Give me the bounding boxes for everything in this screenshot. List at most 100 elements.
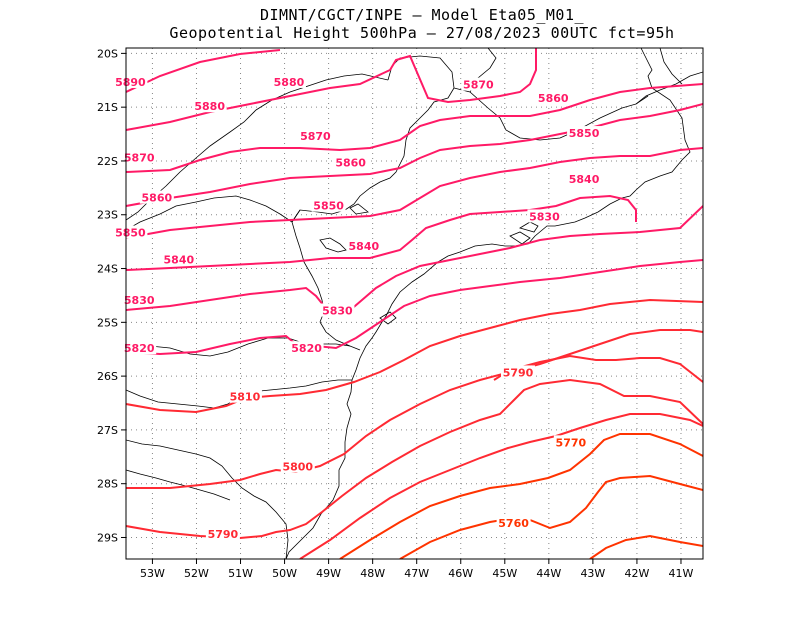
x-tick-label: 47W xyxy=(404,567,429,580)
x-tick-label: 44W xyxy=(536,567,561,580)
contour-label-bg xyxy=(527,209,562,223)
y-tick-label: 22S xyxy=(97,155,118,168)
contour-label-bg xyxy=(496,516,531,530)
x-axis: 53W 52W 51W 50W 49W 48W 47W 46W 45W 44W 43W 42W 41W xyxy=(140,559,694,580)
contour-5840 xyxy=(126,194,637,271)
contour-labels: 5890 5880 5880 5870 5860 5870 5850 5870 5860 5840… xyxy=(113,74,602,541)
contour-label: 5820 xyxy=(124,342,155,355)
island-feature xyxy=(509,231,531,245)
contour-label: 5880 xyxy=(274,76,305,89)
contour-label-bg xyxy=(320,303,355,317)
contour-label-bg xyxy=(280,459,315,473)
river xyxy=(519,221,539,233)
x-tick-label: 41W xyxy=(669,567,694,580)
contour-label: 5870 xyxy=(300,130,331,143)
contour-label-bg xyxy=(536,91,571,105)
contour-5880 xyxy=(126,48,537,131)
plot-frame xyxy=(125,47,704,560)
y-tick-label: 26S xyxy=(97,370,118,383)
coastline xyxy=(285,48,691,559)
contour-label-bg xyxy=(567,126,602,140)
contour-label-bg xyxy=(122,150,157,164)
y-tick-label: 28S xyxy=(97,478,118,491)
contour-5830 xyxy=(126,205,703,313)
contour-label: 5790 xyxy=(503,366,534,379)
contour-5860 xyxy=(126,103,703,207)
contour-label: 5830 xyxy=(322,305,353,318)
contour-5790 xyxy=(126,378,703,540)
x-tick-label: 46W xyxy=(448,567,473,580)
x-tick-label: 52W xyxy=(184,567,209,580)
contour-label-bg xyxy=(346,239,381,253)
river xyxy=(319,237,347,253)
y-tick-label: 21S xyxy=(97,101,118,114)
island-feature xyxy=(349,203,369,215)
contour-label-bg xyxy=(192,99,227,113)
x-tick-label: 42W xyxy=(624,567,649,580)
y-tick-label: 27S xyxy=(97,424,118,437)
contour-label: 5870 xyxy=(463,79,494,92)
contour-5780 xyxy=(299,413,703,559)
contour-label: 5840 xyxy=(164,253,195,266)
contour-label: 5850 xyxy=(313,200,344,213)
contour-label: 5810 xyxy=(230,391,261,404)
x-tick-label: 45W xyxy=(492,567,517,580)
contour-label-bg xyxy=(161,252,196,266)
contour-5750 xyxy=(589,534,703,559)
contour-label-bg xyxy=(227,389,262,403)
contour-label: 5800 xyxy=(282,461,313,474)
x-tick-label: 43W xyxy=(580,567,605,580)
contour-label-bg xyxy=(311,198,346,212)
contour-5850 xyxy=(126,147,703,239)
state-border xyxy=(126,469,231,501)
contour-label-bg xyxy=(501,365,536,379)
contour-label-bg xyxy=(271,74,306,88)
contour-label-bg xyxy=(122,292,157,306)
x-tick-label: 50W xyxy=(272,567,297,580)
contour-label: 5850 xyxy=(115,227,146,240)
contour-label-bg xyxy=(461,77,496,91)
y-tick-label: 20S xyxy=(97,47,118,60)
contour-label: 5830 xyxy=(124,294,155,307)
x-tick-label: 49W xyxy=(316,567,341,580)
contour-label-bg xyxy=(122,341,157,355)
state-border xyxy=(291,55,455,323)
contour-5890 xyxy=(126,49,281,93)
contour-label-bg xyxy=(113,225,148,239)
contour-label: 5850 xyxy=(569,127,600,140)
state-border xyxy=(126,337,361,357)
contour-label: 5760 xyxy=(498,517,529,530)
contour-label: 5770 xyxy=(556,436,587,449)
contour-5820 xyxy=(126,259,703,356)
y-tick-label: 24S xyxy=(97,263,118,276)
height-contours xyxy=(126,48,703,559)
y-tick-label: 29S xyxy=(97,531,118,544)
contour-label-bg xyxy=(205,526,240,540)
contour-label-bg xyxy=(298,128,333,142)
contour-label: 5880 xyxy=(194,100,225,113)
contour-label: 5840 xyxy=(349,240,380,253)
y-tick-label: 23S xyxy=(97,209,118,222)
chart-title-line1: DIMNT/CGCT/INPE – Model Eta05_M01_ xyxy=(259,6,585,24)
y-tick-label: 25S xyxy=(97,316,118,329)
contour-5870 xyxy=(126,83,703,173)
contour-label-bg xyxy=(289,341,324,355)
x-tick-label: 48W xyxy=(360,567,385,580)
x-tick-label: 51W xyxy=(228,567,253,580)
chart-title-line2: Geopotential Height 500hPa – 27/08/2023 … xyxy=(169,24,675,42)
contour-5770 xyxy=(339,433,703,559)
contour-label-bg xyxy=(113,74,148,88)
contour-5810 xyxy=(126,298,703,414)
contour-label: 5840 xyxy=(569,173,600,186)
state-border xyxy=(126,439,289,559)
contour-label: 5890 xyxy=(115,76,146,89)
state-border xyxy=(659,48,683,85)
state-border xyxy=(126,195,293,231)
state-border xyxy=(453,87,649,141)
contour-label: 5790 xyxy=(208,528,239,541)
contour-5760 xyxy=(399,474,703,559)
contour-5800-a xyxy=(126,329,703,489)
contour-label-bg xyxy=(567,171,602,185)
x-tick-label: 53W xyxy=(140,567,165,580)
